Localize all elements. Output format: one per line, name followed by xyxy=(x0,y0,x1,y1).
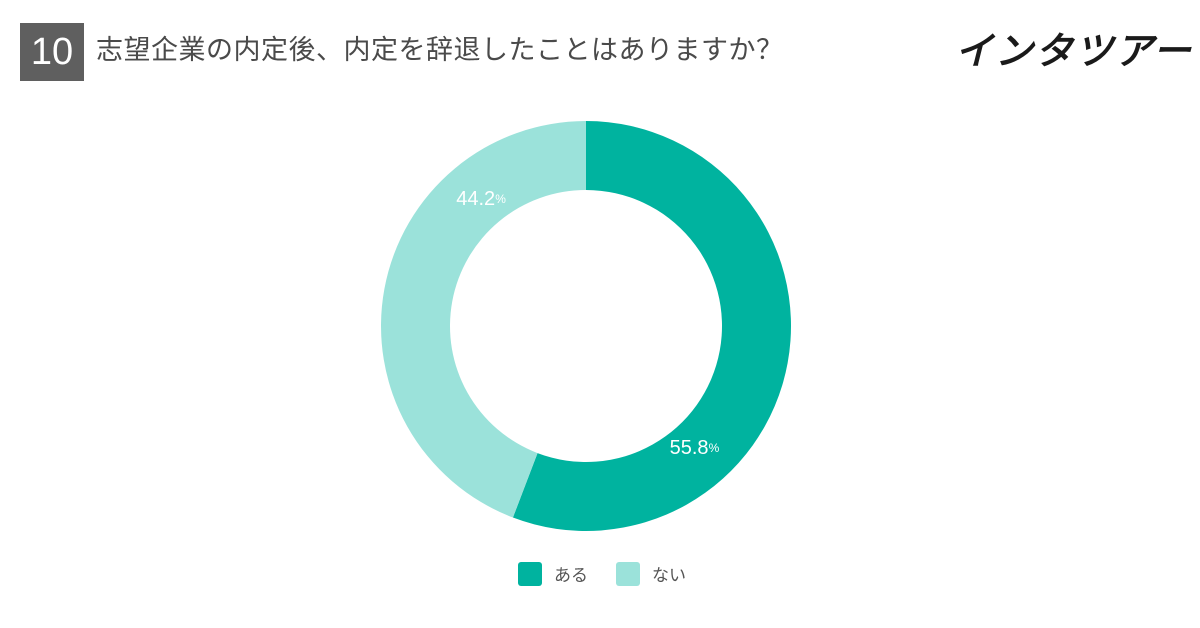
legend-label-nai: ない xyxy=(652,566,686,586)
question-title: 志望企業の内定後、内定を辞退したことはありますか？ xyxy=(96,35,784,66)
legend-swatch-aru xyxy=(518,561,542,586)
legend-swatch-nai xyxy=(616,561,640,586)
donut-slice-0 xyxy=(512,121,791,531)
legend-item-aru: ある xyxy=(518,561,588,586)
brand-logo: インタツアー xyxy=(955,25,1191,77)
question-number-badge: 10 xyxy=(20,23,84,81)
slice-value-label-0: 55.8% xyxy=(670,437,720,459)
chart-legend: ある ない xyxy=(518,561,714,586)
logo-text: インタツアー xyxy=(955,29,1193,73)
donut-slice-1 xyxy=(380,121,586,518)
legend-label-aru: ある xyxy=(554,566,588,586)
slice-value-label-1: 44.2% xyxy=(456,188,506,210)
legend-item-nai: ない xyxy=(616,561,686,586)
